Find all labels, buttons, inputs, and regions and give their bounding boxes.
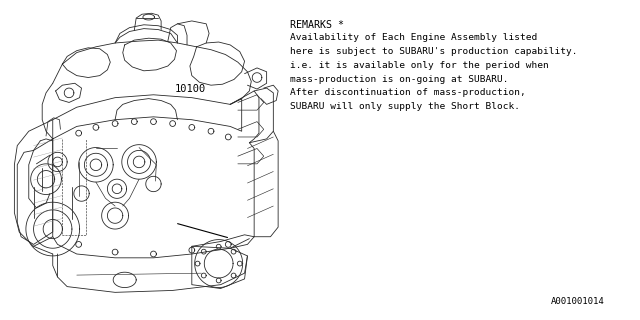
Text: After discontinuation of mass-production,: After discontinuation of mass-production… (291, 88, 526, 98)
Text: here is subject to SUBARU's production capability.: here is subject to SUBARU's production c… (291, 47, 578, 56)
Text: 10100: 10100 (175, 84, 206, 94)
Text: i.e. it is available only for the period when: i.e. it is available only for the period… (291, 61, 549, 70)
Text: Availability of Each Engine Assembly listed: Availability of Each Engine Assembly lis… (291, 33, 538, 42)
Text: mass-production is on-going at SUBARU.: mass-production is on-going at SUBARU. (291, 75, 509, 84)
Text: A001001014: A001001014 (551, 297, 605, 306)
Text: REMARKS *: REMARKS * (291, 20, 344, 30)
Text: SUBARU will only supply the Short Block.: SUBARU will only supply the Short Block. (291, 102, 520, 111)
